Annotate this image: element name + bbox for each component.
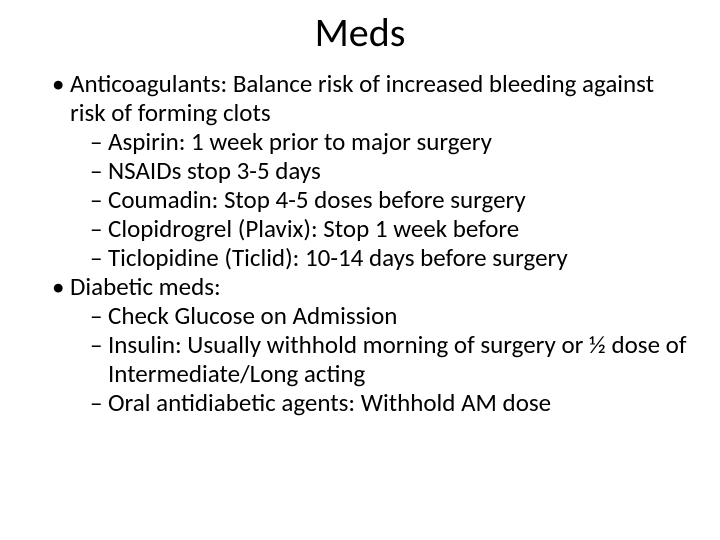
list-item: –Oral antidiabetic agents: Withhold AM d… bbox=[30, 388, 690, 417]
dash-icon: – bbox=[90, 214, 108, 243]
dash-icon: – bbox=[90, 243, 108, 272]
slide-title: Meds bbox=[30, 8, 690, 57]
list-item: –Coumadin: Stop 4-5 doses before surgery bbox=[30, 185, 690, 214]
dash-icon: – bbox=[90, 156, 108, 185]
bullet-icon: • bbox=[52, 69, 70, 98]
list-item: –Aspirin: 1 week prior to major surgery bbox=[30, 127, 690, 156]
item-text: Insulin: Usually withhold morning of sur… bbox=[108, 329, 686, 389]
dash-icon: – bbox=[90, 185, 108, 214]
dash-icon: – bbox=[90, 301, 108, 330]
item-text: Coumadin: Stop 4-5 doses before surgery bbox=[108, 184, 526, 215]
list-item: –NSAIDs stop 3-5 days bbox=[30, 156, 690, 185]
list-item: –Insulin: Usually withhold morning of su… bbox=[30, 330, 690, 388]
item-text: Ticlopidine (Ticlid): 10-14 days before … bbox=[108, 242, 568, 273]
list-item: –Clopidrogrel (Plavix): Stop 1 week befo… bbox=[30, 214, 690, 243]
list-item: •Diabetic meds: bbox=[30, 272, 690, 301]
dash-icon: – bbox=[90, 330, 108, 359]
dash-icon: – bbox=[90, 127, 108, 156]
dash-icon: – bbox=[90, 388, 108, 417]
list-item: –Check Glucose on Admission bbox=[30, 301, 690, 330]
item-text: Clopidrogrel (Plavix): Stop 1 week befor… bbox=[108, 213, 519, 244]
list-item: –Ticlopidine (Ticlid): 10-14 days before… bbox=[30, 243, 690, 272]
slide: Meds •Anticoagulants: Balance risk of in… bbox=[0, 0, 720, 540]
list-item: •Anticoagulants: Balance risk of increas… bbox=[30, 69, 690, 127]
item-text: Oral antidiabetic agents: Withhold AM do… bbox=[108, 387, 551, 418]
item-text: Anticoagulants: Balance risk of increase… bbox=[70, 68, 654, 128]
item-text: NSAIDs stop 3-5 days bbox=[108, 155, 321, 186]
item-text: Diabetic meds: bbox=[70, 271, 221, 302]
item-text: Aspirin: 1 week prior to major surgery bbox=[108, 126, 492, 157]
item-text: Check Glucose on Admission bbox=[108, 300, 397, 331]
bullet-icon: • bbox=[52, 272, 70, 301]
slide-body: •Anticoagulants: Balance risk of increas… bbox=[30, 69, 690, 417]
